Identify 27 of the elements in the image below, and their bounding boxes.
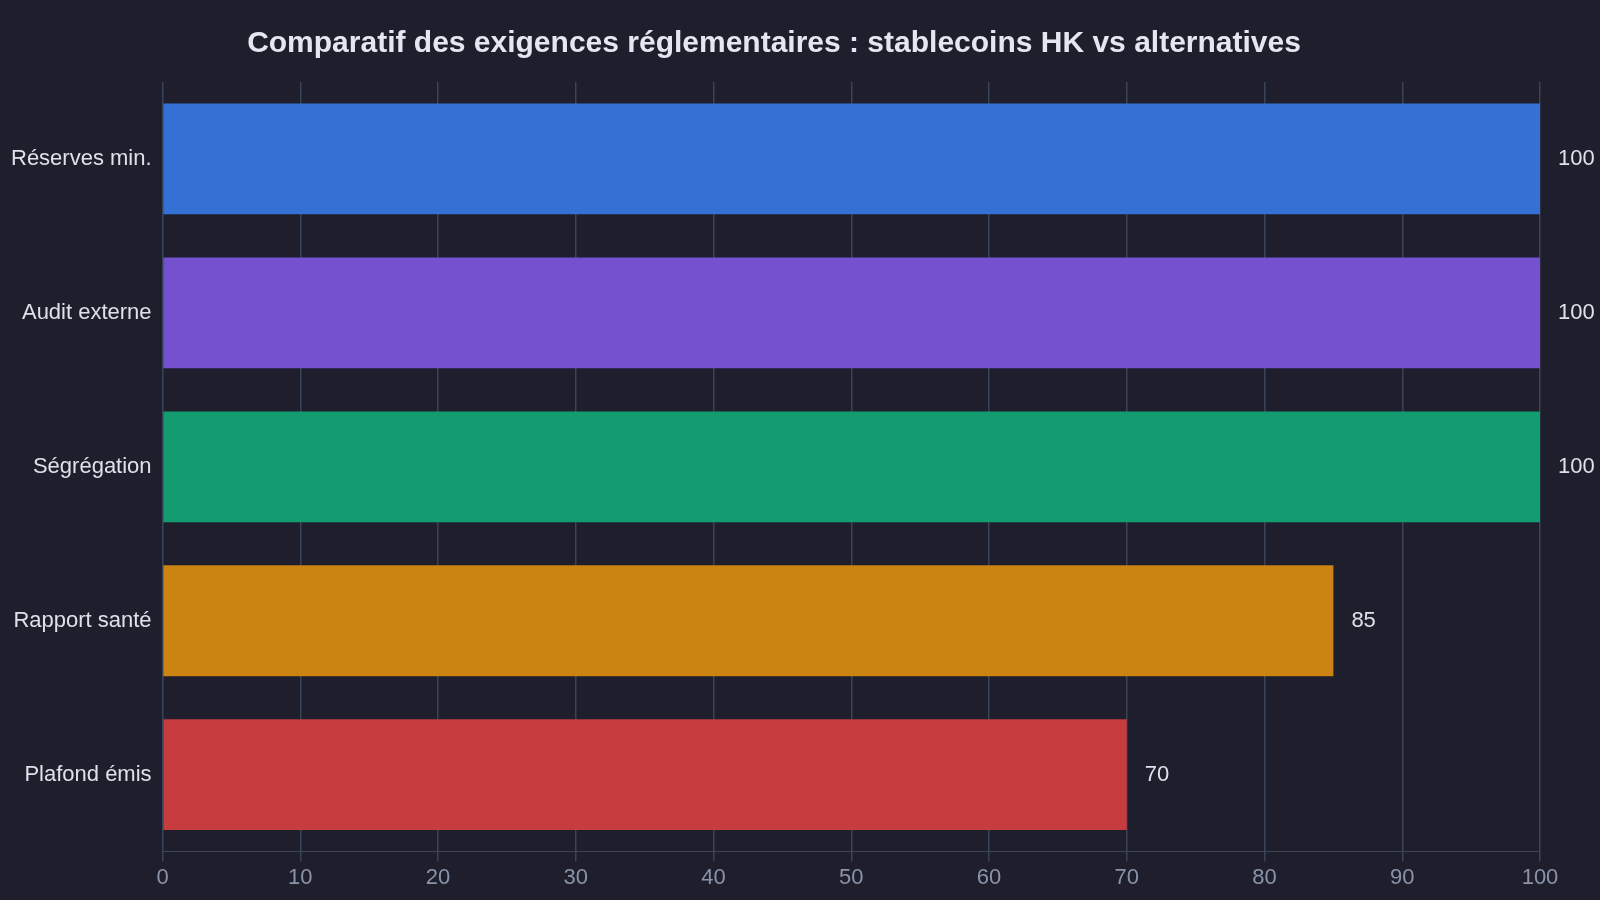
x-tick-label: 10 [288,863,313,889]
y-tick-label: Plafond émis [24,760,152,786]
x-tick-label: 50 [839,863,864,889]
x-tick-label: 70 [1114,863,1140,889]
data-label: 100 [1558,298,1595,324]
chart-title: Comparatif des exigences réglementaires : stablecoins HK vs alternatives [247,25,1301,59]
x-tick-label: 80 [1252,863,1277,889]
data-label: 70 [1144,760,1170,786]
y-tick-label: Réserves min. [11,145,152,171]
data-label: 100 [1558,145,1595,171]
bar [163,257,1540,369]
bar [163,103,1540,215]
y-tick-label: Audit externe [21,298,152,324]
data-label: 100 [1558,452,1595,478]
x-tick-label: 40 [701,863,726,889]
y-tick-label: Ségrégation [32,452,152,478]
bar [163,565,1334,677]
x-tick-label: 60 [976,863,1002,889]
x-tick-label: 30 [563,863,589,889]
bar [163,411,1540,523]
x-tick-label: 100 [1521,863,1559,889]
x-tick-label: 0 [156,863,169,889]
y-tick-label: Rapport santé [13,606,152,632]
x-tick-label: 90 [1390,863,1415,889]
data-label: 85 [1351,606,1376,632]
x-tick-label: 20 [425,863,451,889]
bar [163,719,1127,831]
